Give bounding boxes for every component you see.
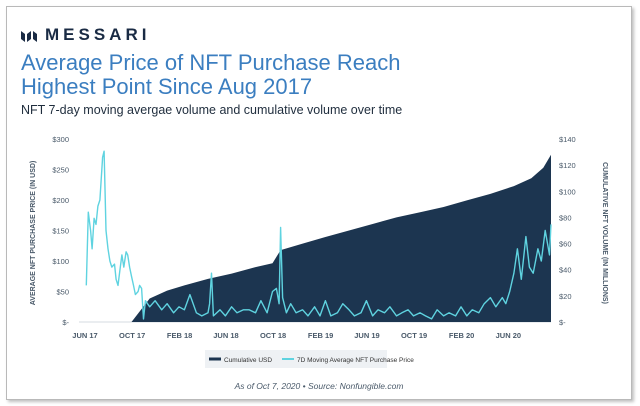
- brand-name: MESSARI: [45, 25, 151, 44]
- right-tick-label: $100: [559, 187, 576, 196]
- x-tick-label: OCT 17: [119, 331, 145, 340]
- chart-svg: $- $50 $100 $150 $200 $250 $300 $- $20 $40 $60 $80…: [30, 135, 608, 368]
- left-axis-ticks: $- $50 $100 $150 $200 $250 $300: [52, 135, 69, 327]
- left-tick-label: $300: [52, 135, 69, 144]
- source-footnote: As of Oct 7, 2020 • Source: Nonfungible.…: [234, 381, 404, 391]
- x-tick-label: FEB 19: [308, 331, 333, 340]
- left-tick-label: $150: [52, 227, 69, 236]
- right-tick-label: $-: [559, 318, 566, 327]
- chart-title-line-2: Highest Point Since Aug 2017: [21, 74, 313, 99]
- left-tick-label: $100: [52, 257, 69, 266]
- right-axis-ticks: $- $20 $40 $60 $80 $100 $120 $140: [559, 135, 576, 327]
- legend: Cumulative USD 7D Moving Average NFT Pur…: [205, 350, 414, 368]
- right-tick-label: $120: [559, 161, 576, 170]
- x-tick-label: OCT 18: [260, 331, 286, 340]
- right-tick-label: $140: [559, 135, 576, 144]
- messari-logo-icon: [21, 31, 37, 42]
- x-tick-label: OCT 19: [401, 331, 427, 340]
- x-tick-label: JUN 19: [354, 331, 379, 340]
- right-tick-label: $40: [559, 266, 572, 275]
- x-tick-label: JUN 18: [213, 331, 238, 340]
- cumulative-usd-area: [131, 154, 551, 322]
- right-tick-label: $20: [559, 292, 572, 301]
- chart-title: Average Price of NFT Purchase Reach High…: [21, 51, 441, 99]
- x-axis-ticks: JUN 17 OCT 17 FEB 18 JUN 18 OCT 18 FEB 19 JUN …: [72, 331, 521, 340]
- legend-label-moving-average: 7D Moving Average NFT Purchase Price: [297, 357, 414, 364]
- right-tick-label: $80: [559, 213, 572, 222]
- right-tick-label: $60: [559, 240, 572, 249]
- left-tick-label: $250: [52, 166, 69, 175]
- x-tick-label: FEB 20: [449, 331, 474, 340]
- legend-background: [205, 350, 387, 368]
- right-axis-label: CUMULATIVE NFT VOLUME (IN MILLIONS): [601, 162, 608, 304]
- x-tick-label: JUN 17: [72, 331, 97, 340]
- chart-card: MESSARI Average Price of NFT Purchase Re…: [6, 6, 632, 400]
- left-axis-label: AVERAGE NFT PURCHASE PRICE (IN USD): [30, 161, 37, 306]
- moving-average-price-line: [85, 150, 552, 320]
- left-tick-label: $-: [62, 318, 69, 327]
- legend-label-cumulative: Cumulative USD: [224, 357, 272, 364]
- x-tick-label: FEB 18: [167, 331, 192, 340]
- x-tick-label: JUN 20: [496, 331, 521, 340]
- brand-logo: MESSARI: [21, 25, 150, 45]
- chart-title-line-1: Average Price of NFT Purchase Reach: [21, 50, 401, 75]
- chart-subtitle: NFT 7-day moving avergae volume and cumu…: [21, 103, 403, 117]
- left-tick-label: $50: [56, 288, 69, 297]
- left-tick-label: $200: [52, 196, 69, 205]
